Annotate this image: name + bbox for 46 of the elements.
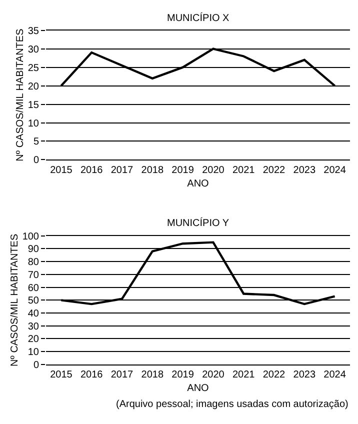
x-tick-label: 2020 — [202, 370, 225, 381]
x-tick-label: 2016 — [80, 164, 104, 176]
x-tick-label: 2017 — [110, 370, 134, 381]
y-tick-label: 20 — [28, 334, 40, 346]
x-tick-label: 2019 — [172, 370, 194, 381]
x-tick-label: 2019 — [172, 164, 194, 176]
y-tick-label: 70 — [28, 270, 40, 281]
x-axis-title: ANO — [187, 383, 210, 394]
x-tick-label: 2022 — [262, 164, 286, 176]
x-tick-label: 2024 — [324, 370, 346, 381]
x-tick-label: 2022 — [262, 370, 286, 381]
x-tick-label: 2015 — [50, 164, 73, 176]
x-tick-label: 2016 — [80, 370, 104, 381]
x-tick-label: 2018 — [141, 370, 164, 381]
y-axis-title: Nº CASOS/MIL HABITANTES — [9, 234, 20, 366]
y-tick-label: 60 — [28, 282, 40, 294]
y-tick-label: 5 — [33, 136, 40, 148]
x-axis-title: ANO — [187, 178, 210, 190]
y-tick-label: 35 — [28, 26, 40, 37]
y-tick-label: 0 — [33, 360, 40, 371]
x-tick-label: 2017 — [110, 164, 134, 176]
y-tick-label: 10 — [28, 347, 40, 358]
y-tick-label: 80 — [28, 257, 40, 268]
text: (Arquivo pessoal; imagens usadas com autorização) — [116, 399, 348, 410]
chart-title: MUNICÍPIO Y — [167, 217, 230, 229]
y-axis-title: Nº CASOS/MIL HABITANTES — [14, 28, 26, 162]
x-tick-label: 2023 — [293, 370, 316, 381]
y-tick-label: 25 — [28, 62, 40, 74]
y-tick-label: 0 — [33, 155, 40, 166]
y-tick-label: 20 — [28, 81, 40, 92]
y-tick-label: 90 — [28, 244, 40, 256]
y-tick-label: 10 — [28, 118, 40, 130]
x-tick-label: 2023 — [293, 164, 316, 176]
y-tick-label: 15 — [28, 100, 40, 111]
chart-title: MUNICÍPIO X — [167, 12, 230, 24]
x-tick-label: 2020 — [202, 164, 225, 176]
y-tick-label: 100 — [22, 231, 40, 242]
x-tick-label: 2021 — [232, 370, 256, 381]
y-tick-label: 30 — [28, 321, 40, 332]
x-tick-label: 2021 — [232, 164, 256, 176]
x-tick-label: 2024 — [324, 164, 346, 176]
x-tick-label: 2015 — [50, 370, 73, 381]
y-tick-label: 50 — [28, 296, 40, 307]
x-tick-label: 2018 — [141, 164, 164, 176]
y-tick-label: 30 — [28, 44, 40, 56]
y-tick-label: 40 — [28, 308, 40, 320]
